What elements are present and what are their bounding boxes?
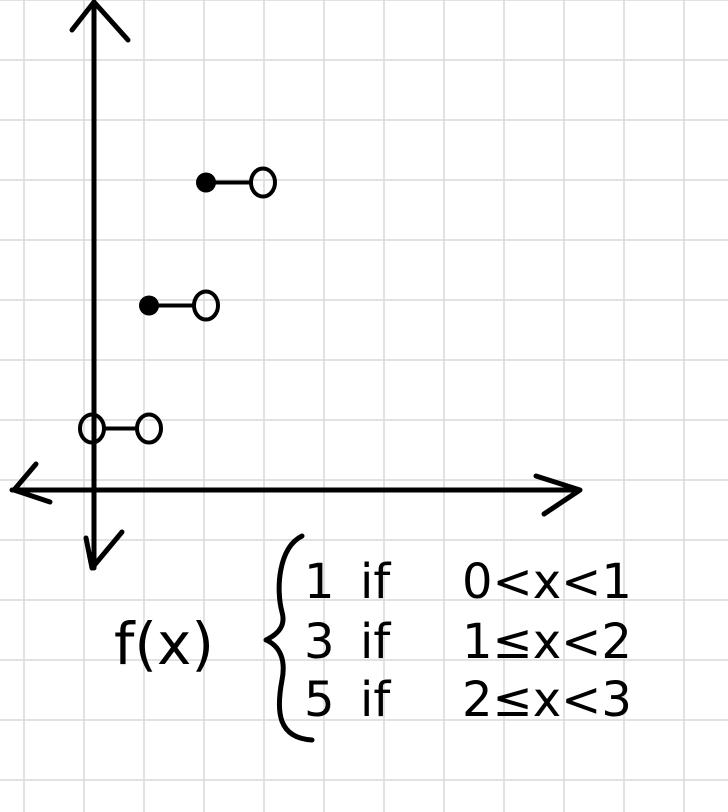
left-brace [263, 533, 315, 743]
case-value: 1 [304, 554, 335, 610]
case-row-3: 5 if 2≤x<3 [304, 672, 632, 728]
y-axis-up-arrow [69, 0, 131, 43]
case-condition: 1≤x<2 [462, 614, 632, 670]
case-row-2: 3 if 1≤x<2 [304, 614, 632, 670]
function-label: f(x) [114, 610, 214, 678]
case-if-word: if [360, 554, 391, 610]
case-rows: 1 if 0<x<1 3 if 1≤x<2 5 if 2≤x<3 [304, 554, 632, 728]
y-axis [69, 0, 131, 571]
x-axis-right-arrow [533, 473, 583, 517]
step-segment-2 [139, 289, 220, 322]
case-if-word: if [360, 614, 391, 670]
open-endpoint [249, 166, 277, 199]
y-axis-down-arrow [83, 529, 125, 571]
x-axis-left-arrow [11, 461, 53, 505]
closed-endpoint [196, 172, 216, 193]
step-segment-1 [78, 412, 163, 445]
step-segment-3 [196, 166, 277, 199]
closed-endpoint [139, 295, 159, 316]
open-endpoint [78, 412, 106, 445]
case-condition: 0<x<1 [462, 554, 632, 610]
open-endpoint [192, 289, 220, 322]
case-value: 3 [304, 614, 335, 670]
open-endpoint [135, 412, 163, 445]
case-condition: 2≤x<3 [462, 672, 632, 728]
case-row-1: 1 if 0<x<1 [304, 554, 632, 610]
plot-marks [78, 166, 277, 445]
case-value: 5 [304, 672, 335, 728]
case-if-word: if [360, 672, 391, 728]
x-axis [9, 461, 583, 517]
